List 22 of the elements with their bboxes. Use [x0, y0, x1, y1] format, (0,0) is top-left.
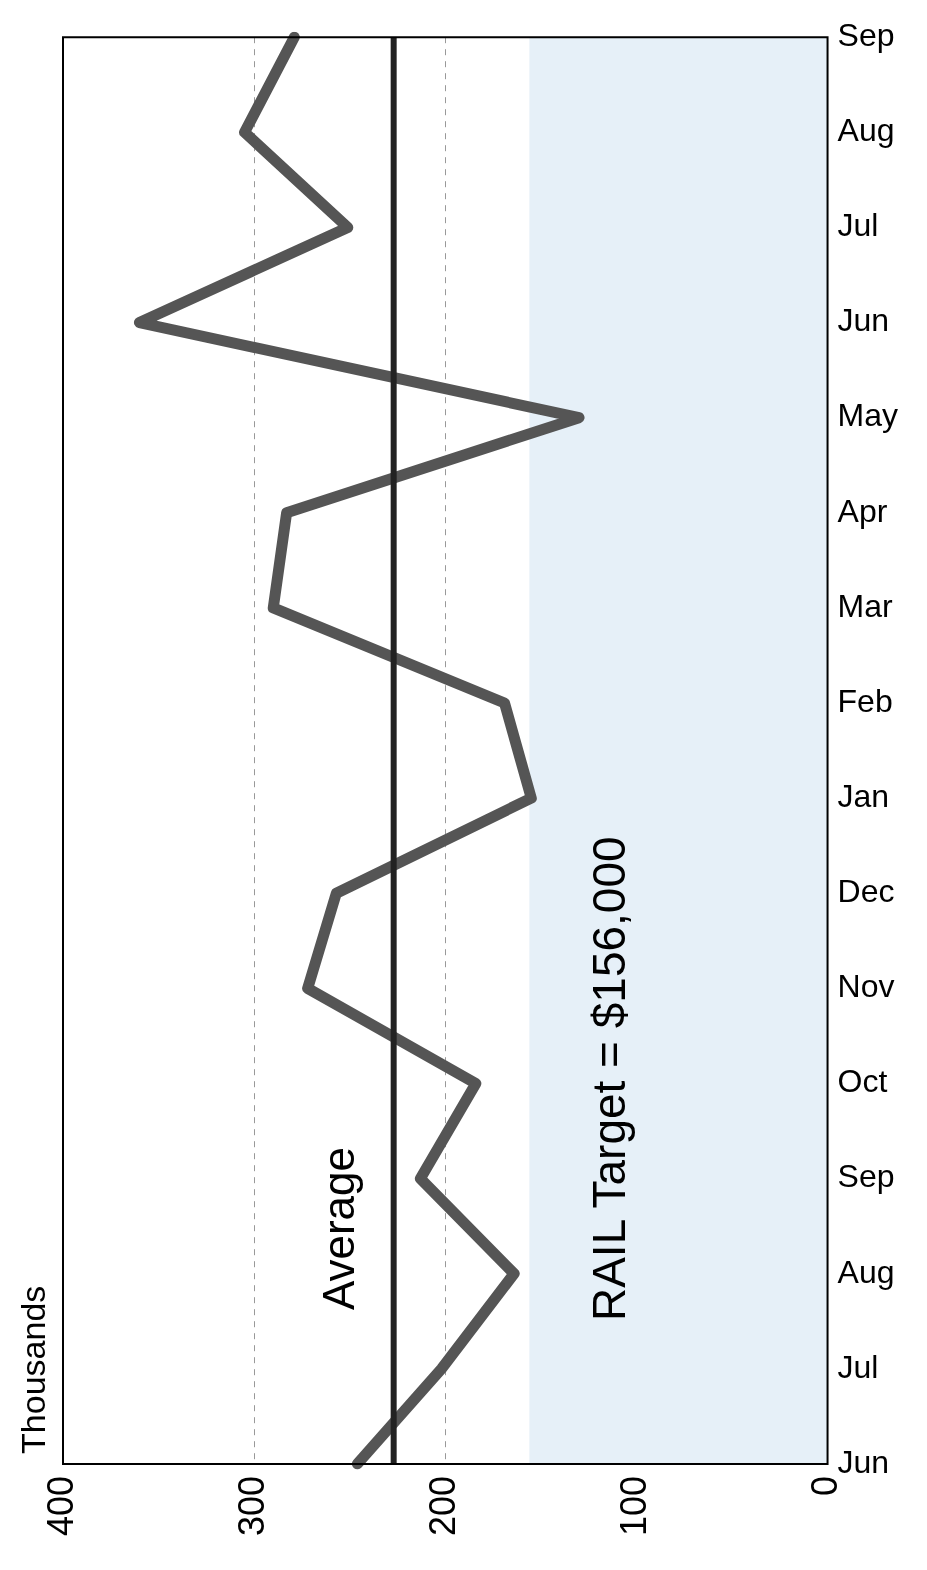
y-tick-label: Jul	[837, 1348, 879, 1385]
y-tick-label: Apr	[837, 492, 888, 529]
y-tick-label: Jul	[837, 207, 879, 244]
y-tick-label: Jan	[837, 777, 890, 814]
y-tick-label: Dec	[837, 873, 895, 910]
text: Thousands	[14, 1285, 53, 1454]
y-tick-label: Sep	[837, 17, 895, 54]
y-tick-label: Sep	[837, 1158, 895, 1195]
band-label: RAIL Target = $156,000	[583, 836, 636, 1322]
ref-line-label: Average	[313, 1146, 363, 1311]
y-tick-label: Jun	[837, 302, 890, 339]
x-tick-label: 200	[422, 1475, 464, 1537]
y-tick-label: Feb	[837, 682, 893, 719]
x-tick-label: 100	[613, 1475, 655, 1537]
x-tick-label: 400	[39, 1475, 81, 1537]
y-tick-label: Mar	[837, 587, 893, 624]
x-tick-label: 300	[231, 1475, 273, 1537]
y-tick-label: May	[837, 397, 898, 434]
y-tick-label: Aug	[837, 1253, 895, 1290]
y-tick-label: Oct	[837, 1063, 888, 1100]
y-tick-label: Nov	[837, 968, 895, 1005]
y-tick-label: Aug	[837, 112, 895, 149]
